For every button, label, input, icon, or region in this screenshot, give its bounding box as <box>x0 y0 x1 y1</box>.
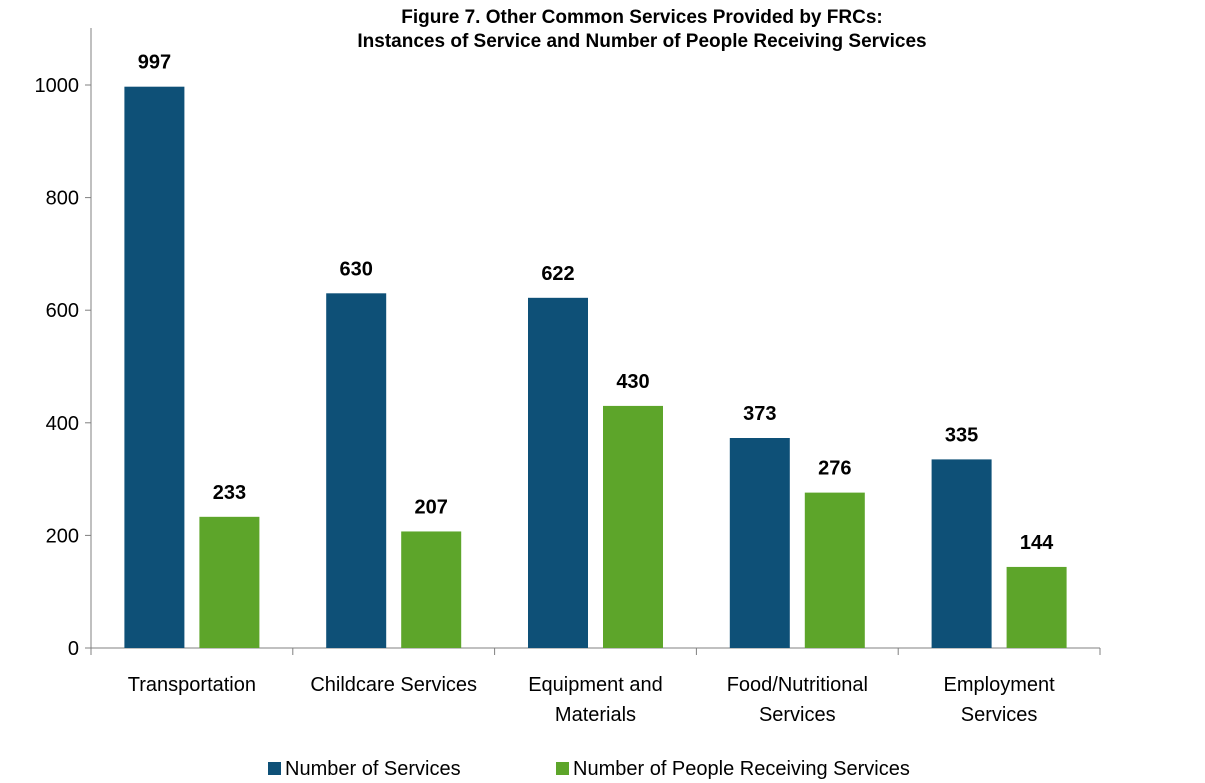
bars <box>124 86 1067 648</box>
y-tick-label-400: 400 <box>46 413 79 435</box>
data-label-people-2: 430 <box>616 371 649 393</box>
category-label-2-line-2: Materials <box>555 704 636 726</box>
data-label-people-4: 144 <box>1020 532 1054 554</box>
category-labels: Transportation Childcare Services Equipmen… <box>128 674 1055 726</box>
legend: Number of Services Number of People Recei… <box>268 758 910 780</box>
chart-title-line-2: Instances of Service and Number of Peopl… <box>357 31 926 52</box>
y-axis-ticks: 0 200 400 600 800 1000 <box>35 75 91 660</box>
data-label-services-2: 622 <box>541 263 574 285</box>
data-labels: 997 233 630 207 622 430 373 276 335 144 <box>138 52 1054 554</box>
bar-services-4 <box>931 459 992 648</box>
category-label-4-line-2: Services <box>961 704 1038 726</box>
bar-people-3 <box>804 492 865 648</box>
bar-people-0 <box>199 516 260 648</box>
category-label-0-line-1: Transportation <box>128 674 256 696</box>
bar-services-0 <box>124 86 185 648</box>
category-label-1-line-1: Childcare Services <box>310 674 477 696</box>
category-label-3-line-1: Food/Nutritional <box>727 674 868 696</box>
y-tick-label-0: 0 <box>68 638 79 660</box>
data-label-services-1: 630 <box>340 258 373 280</box>
data-label-services-4: 335 <box>945 424 978 446</box>
bar-services-2 <box>528 297 588 648</box>
data-label-services-3: 373 <box>743 403 776 425</box>
y-tick-label-600: 600 <box>46 300 79 322</box>
legend-swatch-people <box>556 762 569 775</box>
legend-label-people: Number of People Receiving Services <box>573 758 910 780</box>
bar-people-1 <box>401 531 462 648</box>
data-label-people-3: 276 <box>818 458 851 480</box>
category-label-2-line-1: Equipment and <box>528 674 663 696</box>
legend-label-services: Number of Services <box>285 758 461 780</box>
y-tick-label-800: 800 <box>46 188 79 210</box>
bar-services-3 <box>729 438 790 648</box>
bar-people-2 <box>603 405 663 648</box>
legend-swatch-services <box>268 762 281 775</box>
data-label-people-1: 207 <box>415 496 448 518</box>
bar-people-4 <box>1006 566 1067 648</box>
data-label-services-0: 997 <box>138 52 171 74</box>
chart-title-line-1: Figure 7. Other Common Services Provided… <box>401 7 882 28</box>
y-tick-label-200: 200 <box>46 525 79 547</box>
category-label-3-line-2: Services <box>759 704 836 726</box>
data-label-people-0: 233 <box>213 482 246 504</box>
bar-services-1 <box>326 293 387 648</box>
chart-title: Figure 7. Other Common Services Provided… <box>357 7 926 52</box>
y-tick-label-1000: 1000 <box>35 75 80 97</box>
category-label-4-line-1: Employment <box>944 674 1056 696</box>
